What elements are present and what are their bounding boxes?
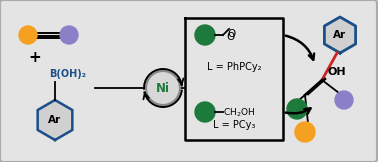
Text: L = PhPCy₂: L = PhPCy₂ [207,62,261,72]
Circle shape [146,71,180,105]
Text: $\mathsf{\/O}$: $\mathsf{\/O}$ [225,30,236,42]
Circle shape [287,99,307,119]
Text: $\mathsf{\/}$O: $\mathsf{\/}$O [226,27,237,39]
Text: L = PCy₃: L = PCy₃ [213,120,255,130]
Text: Ar: Ar [48,115,62,125]
Polygon shape [38,100,72,140]
Text: +: + [29,51,41,65]
Circle shape [335,91,353,109]
Text: $\mathsf{CH_2OH}$: $\mathsf{CH_2OH}$ [223,107,256,119]
Circle shape [195,25,215,45]
Circle shape [19,26,37,44]
Circle shape [195,102,215,122]
Text: Ar: Ar [333,30,347,40]
Text: OH: OH [327,67,345,77]
Circle shape [295,122,315,142]
Text: B(OH)₂: B(OH)₂ [50,69,87,79]
Circle shape [60,26,78,44]
Text: Ni: Ni [156,81,170,94]
Polygon shape [324,17,356,53]
